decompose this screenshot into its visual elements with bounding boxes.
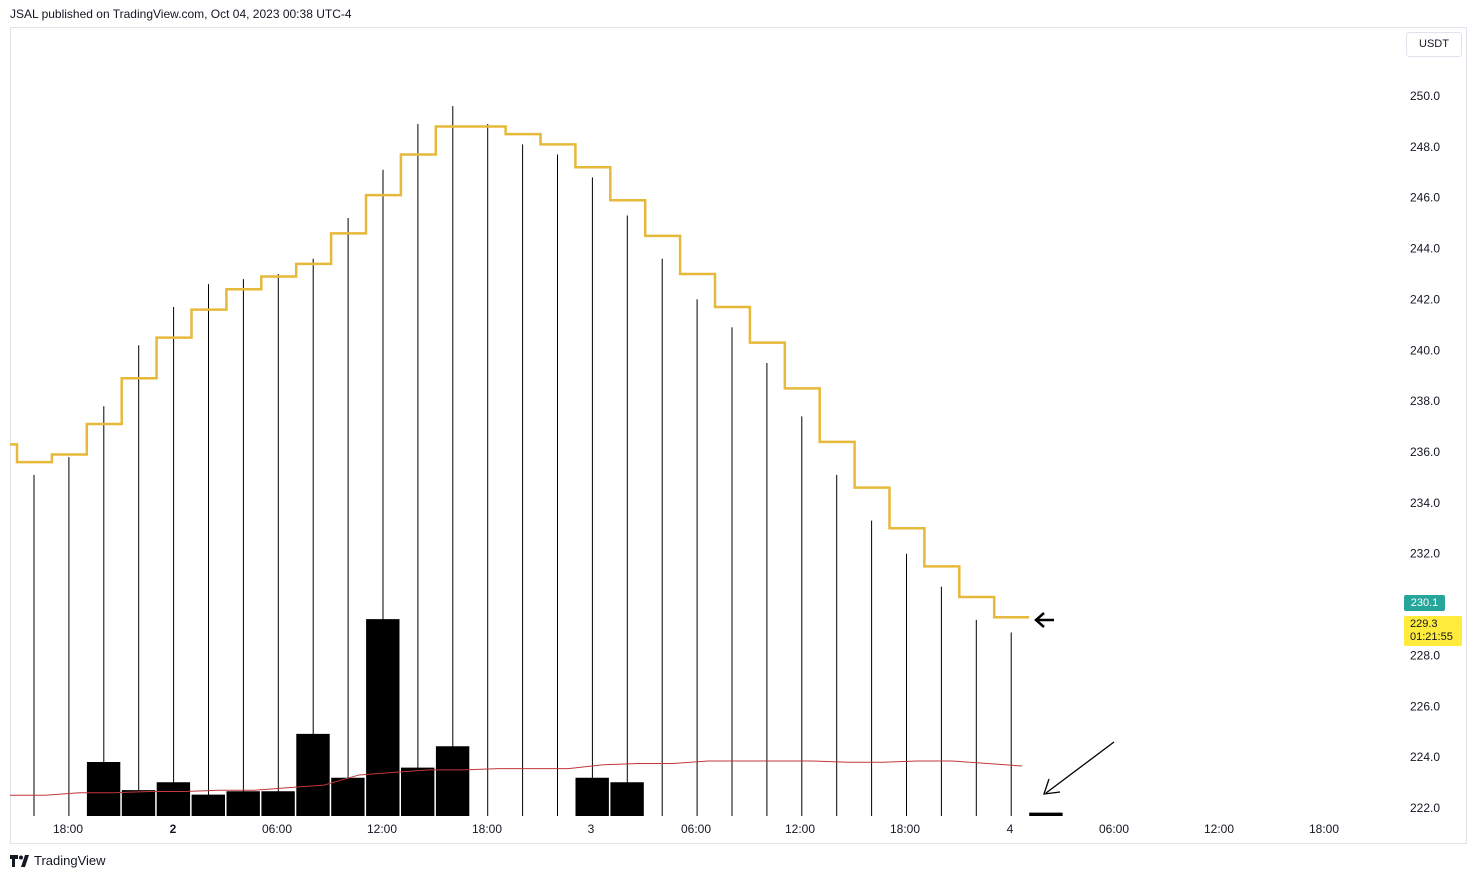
currency-selector[interactable]: USDT [1406, 32, 1462, 57]
x-tick-label: 18:00 [472, 822, 502, 836]
current-price-value: 229.3 [1410, 618, 1438, 630]
left-arrow-icon [1034, 612, 1054, 628]
x-tick-label: 12:00 [785, 822, 815, 836]
x-tick-label: 4 [1007, 822, 1014, 836]
y-tick-label: 232.0 [1410, 547, 1440, 561]
y-tick-label: 234.0 [1410, 496, 1440, 510]
x-tick-label: 18:00 [53, 822, 83, 836]
y-tick-label: 238.0 [1410, 394, 1440, 408]
x-tick-label: 18:00 [890, 822, 920, 836]
y-tick-label: 226.0 [1410, 699, 1440, 713]
y-tick-label: 240.0 [1410, 343, 1440, 357]
volume-bar [1029, 812, 1063, 816]
y-tick-label: 228.0 [1410, 648, 1440, 662]
y-tick-label: 248.0 [1410, 140, 1440, 154]
footer-brand[interactable]: TradingView [10, 853, 106, 868]
chart-frame[interactable] [10, 27, 1467, 844]
x-tick-label: 18:00 [1309, 822, 1339, 836]
y-tick-label: 222.0 [1410, 801, 1440, 815]
tradingview-logo-icon [10, 854, 29, 867]
x-tick-label: 2 [170, 822, 177, 836]
x-tick-label: 06:00 [262, 822, 292, 836]
x-tick-label: 06:00 [1099, 822, 1129, 836]
y-tick-label: 250.0 [1410, 89, 1440, 103]
y-tick-label: 244.0 [1410, 242, 1440, 256]
current-price-tag: 229.3 01:21:55 [1404, 616, 1462, 646]
y-tick-label: 246.0 [1410, 191, 1440, 205]
x-tick-label: 12:00 [1204, 822, 1234, 836]
moving-average-line [10, 760, 1023, 796]
step-price-line [10, 125, 1030, 619]
y-tick-label: 224.0 [1410, 750, 1440, 764]
x-tick-label: 3 [588, 822, 595, 836]
publish-header: JSAL published on TradingView.com, Oct 0… [10, 7, 352, 21]
bar-countdown: 01:21:55 [1410, 631, 1453, 643]
y-tick-label: 242.0 [1410, 292, 1440, 306]
last-price-tag: 230.1 [1404, 595, 1445, 611]
x-tick-label: 12:00 [367, 822, 397, 836]
diagonal-arrow-icon [1043, 741, 1115, 795]
y-tick-label: 236.0 [1410, 445, 1440, 459]
footer-brand-label: TradingView [34, 853, 106, 868]
x-tick-label: 06:00 [681, 822, 711, 836]
